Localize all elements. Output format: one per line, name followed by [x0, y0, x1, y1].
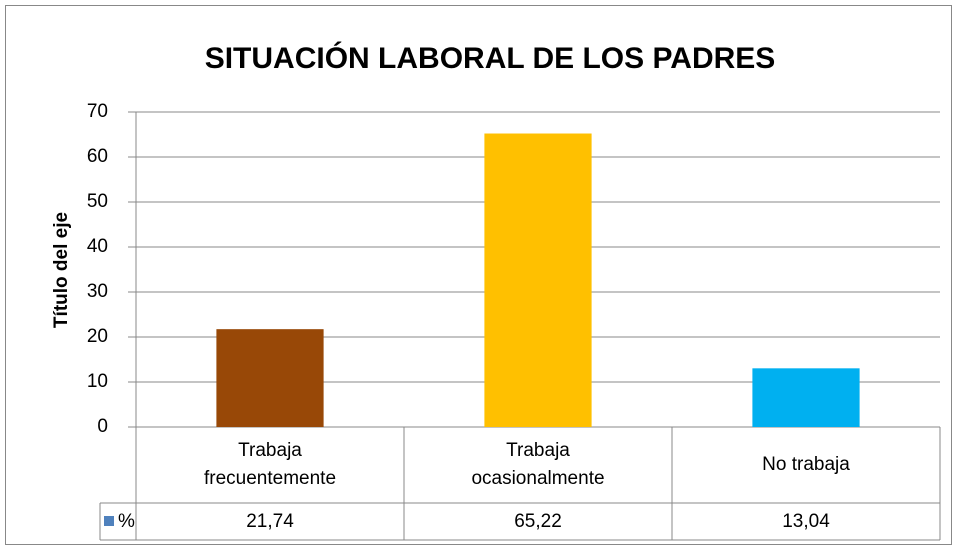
legend-key	[104, 516, 114, 526]
bar	[216, 329, 324, 427]
y-tick-label: 70	[87, 101, 108, 122]
y-tick-label: 30	[87, 281, 108, 302]
y-tick-label: 20	[87, 326, 108, 347]
bar	[752, 368, 860, 427]
y-tick-label: 0	[97, 416, 108, 437]
chart-border	[5, 5, 952, 545]
y-tick-label: 60	[87, 146, 108, 167]
x-tick-label: No trabaja	[762, 454, 850, 475]
y-tick-label: 50	[87, 191, 108, 212]
y-tick-label: 10	[87, 371, 108, 392]
table-value: 21,74	[246, 511, 294, 532]
x-tick-label: Trabaja frecuentemente	[203, 440, 337, 489]
table-value: 65,22	[514, 511, 562, 532]
table-value: 13,04	[782, 511, 830, 532]
legend-label: %	[118, 511, 135, 532]
x-tick-label: Trabaja ocasionalmente	[471, 440, 605, 489]
bar	[484, 133, 592, 427]
y-tick-label: 40	[87, 236, 108, 257]
chart-title: SITUACIÓN LABORAL DE LOS PADRES	[205, 41, 776, 75]
y-axis-title: Título del eje	[51, 212, 72, 328]
